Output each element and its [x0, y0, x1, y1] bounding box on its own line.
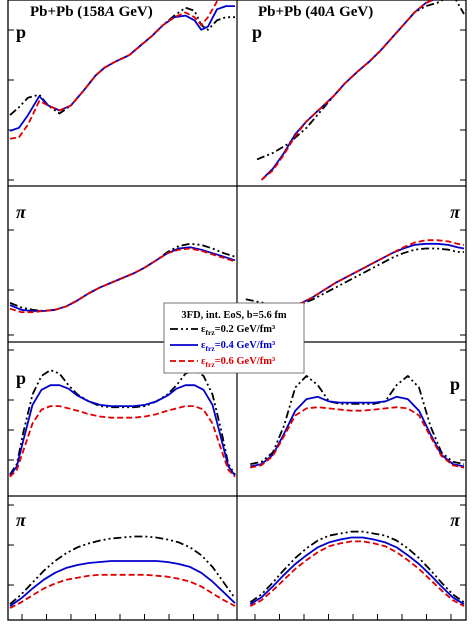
- series-eps-0.2-line: [250, 374, 465, 465]
- axis-ticks: [8, 29, 466, 620]
- panel-frames: [7, 0, 467, 621]
- panel-label: p: [16, 22, 26, 42]
- series-eps-0.6-line: [245, 239, 465, 310]
- panel-40-pi-lower: [249, 530, 465, 607]
- panel-label: p: [252, 22, 262, 42]
- series-eps-0.4-legend-label: εfrz=0.4 GeV/fm³: [201, 340, 275, 353]
- series-eps-0.4-line: [9, 246, 236, 312]
- panel-40-p-lower: [250, 374, 465, 469]
- panel-label: p: [16, 368, 26, 388]
- panel-158-pi-lower: [9, 535, 236, 609]
- series-eps-0.2-line: [249, 530, 465, 603]
- legend-header: 3FD, int. EoS, b=5.6 fm: [181, 310, 286, 321]
- series-eps-0.6-legend-label: εfrz=0.6 GeV/fm³: [201, 356, 275, 369]
- series-eps-0.4-line: [9, 384, 236, 477]
- series-eps-0.6-line: [9, 0, 224, 140]
- labels: p p π π p p π π Pb+Pb (158A GeV) Pb+Pb (40A GeV): [16, 4, 461, 530]
- series-eps-0.2-legend-label: εfrz=0.2 GeV/fm³: [201, 324, 275, 337]
- column-title: Pb+Pb (40A GeV): [258, 4, 373, 20]
- panel-158-p-upper: [9, 0, 235, 140]
- series-eps-0.4-line: [245, 242, 465, 309]
- panel-label: π: [450, 202, 461, 222]
- series-eps-0.6-line: [9, 573, 236, 609]
- series-eps-0.2-line: [256, 0, 465, 161]
- series-eps-0.2-line: [9, 369, 236, 475]
- legend-box: [163, 302, 305, 374]
- series-eps-0.6-line: [9, 247, 236, 314]
- legend: 3FD, int. EoS, b=5.6 fm εfrz=0.2 GeV/fm³ ε…: [163, 302, 305, 374]
- series-eps-0.6-line: [249, 540, 465, 607]
- series-eps-0.4-line: [249, 536, 465, 605]
- series-eps-0.2-line: [9, 535, 236, 605]
- panel-158-p-lower: [9, 369, 236, 478]
- panel-label: π: [450, 510, 461, 530]
- curves: [9, 0, 465, 609]
- panel-40-pi-upper: [245, 239, 465, 310]
- series-eps-0.6-line: [260, 0, 436, 181]
- series-eps-0.4-line: [260, 0, 436, 181]
- series-eps-0.6-line: [9, 405, 236, 478]
- series-eps-0.6-line: [250, 406, 465, 469]
- series-eps-0.2-line: [245, 247, 464, 308]
- panel-label: π: [16, 510, 27, 530]
- series-eps-0.4-line: [250, 395, 465, 468]
- panel-label: π: [16, 202, 27, 222]
- column-title: Pb+Pb (158A GeV): [30, 4, 153, 20]
- panel-label: p: [450, 374, 460, 394]
- series-eps-0.4-line: [9, 560, 236, 607]
- panel-158-pi-upper: [9, 242, 236, 314]
- panel-40-p-upper: [256, 0, 465, 181]
